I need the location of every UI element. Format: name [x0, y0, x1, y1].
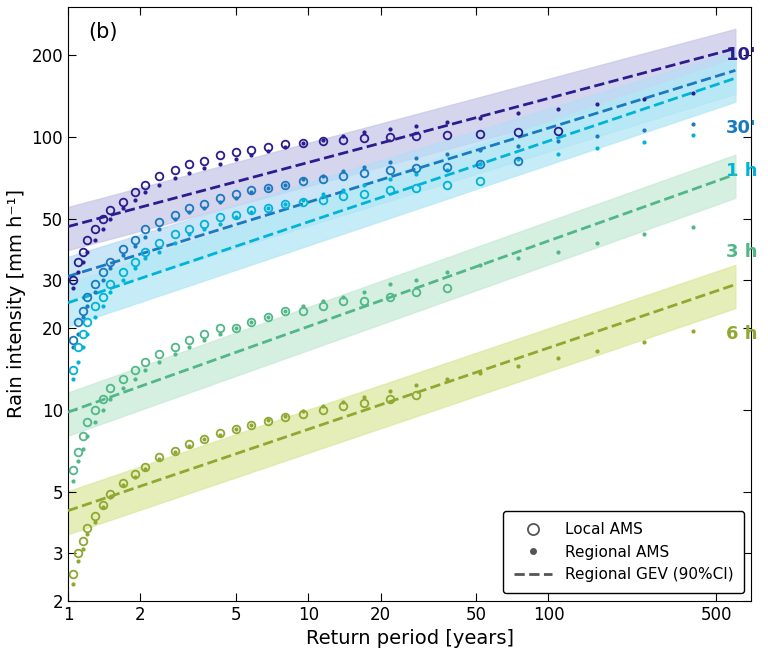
Text: 30': 30': [727, 119, 757, 137]
Text: 1 h: 1 h: [727, 162, 758, 180]
Text: 3 h: 3 h: [727, 243, 758, 261]
Legend: Local AMS, Regional AMS, Regional GEV (90%CI): Local AMS, Regional AMS, Regional GEV (9…: [503, 512, 744, 593]
X-axis label: Return period [years]: Return period [years]: [306, 629, 514, 648]
Text: (b): (b): [88, 22, 118, 42]
Y-axis label: Rain intensity [mm h⁻¹]: Rain intensity [mm h⁻¹]: [7, 189, 26, 419]
Text: 10': 10': [727, 46, 757, 64]
Text: 6 h: 6 h: [727, 325, 758, 343]
